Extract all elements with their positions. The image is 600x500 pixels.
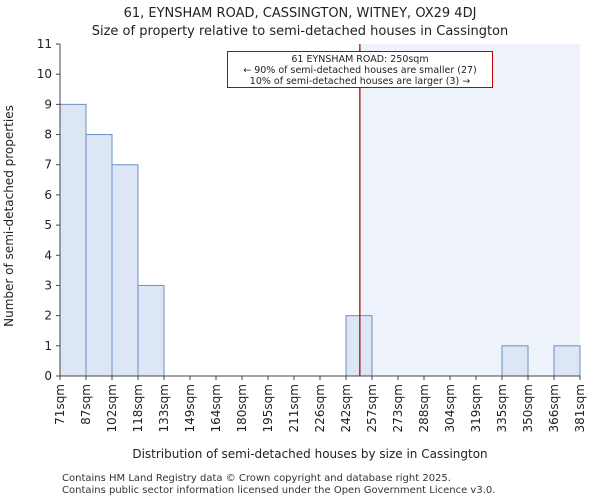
y-tick-label: 3 (44, 278, 52, 292)
x-tick-label: 257sqm (365, 384, 379, 432)
x-tick-label: 102sqm (105, 384, 119, 432)
y-axis-label: Number of semi-detached properties (2, 105, 16, 327)
x-tick-label: 211sqm (287, 384, 301, 432)
x-tick-label: 304sqm (443, 384, 457, 432)
histogram-bar (501, 345, 529, 377)
x-tick-label: 87sqm (79, 384, 93, 425)
chart-subtitle: Size of property relative to semi-detach… (91, 24, 509, 39)
x-tick-label: 180sqm (235, 384, 249, 432)
histogram-bar (137, 284, 165, 377)
x-tick-label: 273sqm (391, 384, 405, 432)
x-tick-label: 164sqm (209, 384, 223, 432)
y-tick-label: 6 (44, 188, 52, 202)
annotation-line-1: 61 EYNSHAM ROAD: 250sqm (291, 54, 429, 65)
x-tick-label: 350sqm (521, 384, 535, 432)
y-tick-label: 1 (44, 339, 52, 353)
x-tick-label: 319sqm (469, 384, 483, 432)
x-tick-label: 118sqm (131, 384, 145, 432)
x-tick-label: 226sqm (313, 384, 327, 432)
histogram-bar (553, 345, 581, 377)
histogram-bar (85, 134, 113, 377)
larger-region-highlight (359, 44, 580, 376)
x-tick-label: 366sqm (547, 384, 561, 432)
chart-title: 61, EYNSHAM ROAD, CASSINGTON, WITNEY, OX… (123, 6, 477, 21)
y-tick-label: 8 (44, 128, 52, 142)
y-tick-label: 9 (44, 97, 52, 111)
x-tick-label: 288sqm (417, 384, 431, 432)
y-tick-label: 11 (37, 37, 52, 51)
x-tick-label: 133sqm (157, 384, 171, 432)
x-tick-label: 242sqm (339, 384, 353, 432)
histogram-bar (59, 103, 87, 377)
y-tick-label: 7 (44, 158, 52, 172)
histogram-bar (111, 164, 139, 377)
x-tick-label: 149sqm (183, 384, 197, 432)
annotation-line-3: 10% of semi-detached houses are larger (… (249, 76, 471, 87)
x-tick-label: 71sqm (53, 384, 67, 425)
x-axis-label: Distribution of semi-detached houses by … (132, 447, 487, 461)
y-tick-label: 4 (44, 248, 52, 262)
y-tick-label: 5 (44, 218, 52, 232)
x-tick-label: 335sqm (495, 384, 509, 432)
footer-licence: Contains public sector information licen… (62, 485, 496, 496)
histogram-bar (345, 315, 373, 377)
y-tick-label: 10 (37, 67, 52, 81)
footer-copyright: Contains HM Land Registry data © Crown c… (62, 473, 451, 484)
property-annotation-box: 61 EYNSHAM ROAD: 250sqm ← 90% of semi-de… (227, 51, 493, 88)
x-tick-label: 381sqm (573, 384, 587, 432)
y-tick-label: 0 (44, 369, 52, 383)
x-tick-label: 195sqm (261, 384, 275, 432)
annotation-line-2: ← 90% of semi-detached houses are smalle… (243, 65, 477, 76)
y-tick-label: 2 (44, 309, 52, 323)
